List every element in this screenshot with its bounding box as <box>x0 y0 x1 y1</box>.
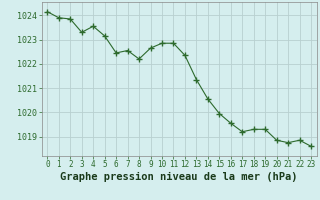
X-axis label: Graphe pression niveau de la mer (hPa): Graphe pression niveau de la mer (hPa) <box>60 172 298 182</box>
